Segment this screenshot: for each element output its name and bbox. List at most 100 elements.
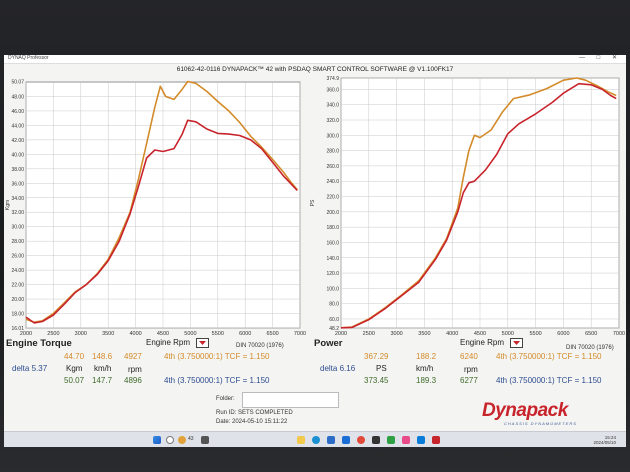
file-explorer-icon[interactable]	[297, 436, 305, 444]
power-y-tick-7: 180.0	[326, 225, 339, 231]
power-xlabel-row: Engine Rpm	[460, 338, 524, 348]
power-y-tick-10: 240.0	[326, 179, 339, 185]
dynapack-logo: Dynapack	[482, 400, 568, 421]
folder-field[interactable]	[242, 392, 339, 408]
tray-time: 15:24	[604, 435, 616, 440]
torque-y-tick-10: 36.00	[11, 181, 24, 187]
torque-y-tick-9: 34.00	[11, 196, 24, 202]
power-x-tick-10: 7000	[613, 331, 625, 337]
power-y-tick-0: 48.2	[329, 326, 339, 332]
power-x-tick-0: 2000	[335, 331, 347, 337]
torque-din: DIN 70020 (1976)	[236, 343, 284, 349]
torque-y-tick-12: 40.00	[11, 152, 24, 158]
power-y-tick-2: 80.0	[329, 302, 339, 308]
torque-x-tick-4: 4000	[129, 331, 141, 337]
power-row1-v1: 367.29	[364, 352, 389, 361]
power-x-tick-4: 4000	[446, 331, 458, 337]
torque-chart: 2000 2500 3000 3500 4000 4500 5000 5500 6000 6500…	[4, 72, 314, 344]
torque-row1-gear: 4th (3.750000:1) TCF = 1.150	[164, 352, 270, 361]
torque-y-tick-14: 44.00	[11, 123, 24, 129]
app-icon-1[interactable]	[372, 436, 380, 444]
torque-y-tick-8: 32.00	[11, 210, 24, 216]
torque-y-tick-0: 16.01	[11, 326, 24, 332]
power-x-tick-1: 2500	[363, 331, 375, 337]
torque-chart-svg: 2000 2500 3000 3500 4000 4500 5000 5500 6000 6500…	[5, 79, 306, 337]
power-color-swatch[interactable]	[510, 338, 524, 348]
torque-delta: delta 5.37	[12, 364, 48, 373]
power-y-tick-4: 120.0	[326, 271, 339, 277]
torque-x-tick-3: 3500	[102, 331, 114, 337]
torque-y-tick-16: 48.00	[11, 94, 24, 100]
torque-y-tick-17: 50.07	[11, 79, 24, 85]
torque-title-row: Engine Torque	[6, 338, 72, 349]
software-header: 61062-42-0116 DYNAPACK™ 42 with PSDAQ SM…	[176, 66, 454, 73]
torque-x-tick-0: 2000	[20, 331, 32, 337]
power-row3-v2: 189.3	[416, 376, 437, 385]
chrome-icon[interactable]	[357, 436, 365, 444]
edge-icon[interactable]	[312, 436, 320, 444]
power-y-tick-1: 60.0	[329, 317, 339, 323]
power-x-tick-6: 5000	[502, 331, 514, 337]
torque-y-tick-3: 22.00	[11, 283, 24, 289]
power-x-tick-3: 3500	[418, 331, 430, 337]
app-icon-3[interactable]	[402, 436, 410, 444]
power-y-tick-3: 100.0	[326, 286, 339, 292]
power-chart-svg: 2000 2500 3000 3500 4000 4500 5000 5500 6000 6500…	[310, 76, 625, 337]
torque-row3-v3: 4896	[124, 376, 142, 385]
torque-x-tick-2: 3000	[75, 331, 87, 337]
power-x-tick-7: 5500	[529, 331, 541, 337]
power-y-tick-16: 360.0	[326, 87, 339, 93]
weather-icon[interactable]	[178, 436, 186, 444]
title-bar: DYNAQ Professor — □ ✕	[4, 55, 626, 64]
torque-row3-gear: 4th (3.750000:1) TCF = 1.150	[164, 376, 270, 385]
power-series-1-line	[340, 82, 617, 329]
run-date: Date: 2024-05-10 15:11:22	[216, 419, 288, 425]
weather-temp: 43	[188, 436, 194, 442]
torque-y-tick-11: 38.00	[11, 167, 24, 173]
power-row3-v1: 373.45	[364, 376, 389, 385]
power-row1-v2: 188.2	[416, 352, 437, 361]
power-x-tick-8: 6000	[557, 331, 569, 337]
app-icon-4[interactable]	[417, 436, 425, 444]
system-tray-clock[interactable]: 15:24 2024/05/10	[593, 435, 616, 445]
app-title: DYNAQ Professor	[8, 55, 49, 61]
power-y-tick-15: 340.0	[326, 103, 339, 109]
torque-y-tick-6: 28.00	[11, 239, 24, 245]
search-icon[interactable]	[166, 436, 174, 444]
torque-row3-v2: 147.7	[92, 376, 113, 385]
power-x-tick-2: 3000	[390, 331, 402, 337]
power-unit-kmh: km/h	[416, 364, 434, 373]
window-controls[interactable]: — □ ✕	[579, 55, 622, 61]
power-y-tick-17: 374.9	[326, 76, 339, 82]
torque-xlabel: Engine Rpm	[146, 338, 191, 348]
torque-x-tick-8: 6000	[239, 331, 251, 337]
torque-color-swatch[interactable]	[196, 338, 210, 348]
torque-row1-v1: 44.70	[64, 352, 85, 361]
task-view-icon[interactable]	[201, 436, 209, 444]
power-y-unit-label: PS	[310, 199, 316, 206]
mail-icon[interactable]	[342, 436, 350, 444]
power-row1-v3: 6240	[460, 352, 478, 361]
folder-label: Folder:	[216, 396, 235, 402]
power-row3-gear: 4th (3.750000:1) TCF = 1.150	[496, 376, 602, 385]
power-y-tick-13: 300.0	[326, 133, 339, 139]
power-xlabel: Engine Rpm	[460, 338, 505, 348]
dynapack-app-icon[interactable]	[432, 436, 440, 444]
torque-x-tick-6: 5000	[184, 331, 196, 337]
windows-start-icon[interactable]	[153, 436, 161, 444]
app-icon-2[interactable]	[387, 436, 395, 444]
power-title-row: Power	[314, 338, 343, 349]
tray-date: 2024/05/10	[593, 440, 616, 445]
run-id: Run ID: SETS COMPLETED	[216, 410, 293, 416]
torque-unit-kgm: Kgm	[66, 364, 83, 373]
power-y-tick-9: 220.0	[326, 195, 339, 201]
torque-y-tick-2: 20.00	[11, 297, 24, 303]
torque-x-tick-1: 2500	[47, 331, 59, 337]
power-y-tick-5: 140.0	[326, 256, 339, 262]
power-unit-rpm: rpm	[464, 365, 478, 374]
power-din: DIN 70020 (1976)	[566, 345, 614, 351]
power-y-tick-12: 280.0	[326, 149, 339, 155]
torque-y-tick-15: 46.00	[11, 109, 24, 115]
torque-y-unit-label: Kgm	[5, 200, 11, 210]
store-icon[interactable]	[327, 436, 335, 444]
